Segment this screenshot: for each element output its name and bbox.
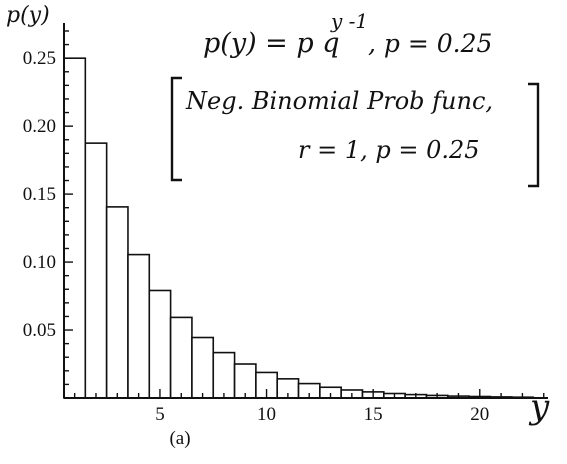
bracket-line-2: r = 1, p = 0.25 bbox=[298, 136, 480, 164]
bar-y-7 bbox=[191, 336, 215, 399]
x-tick-label: 5 bbox=[155, 404, 165, 425]
formula-exponent: y -1 bbox=[330, 9, 368, 33]
y-axis-label: p(y) bbox=[6, 3, 50, 28]
right-bracket bbox=[528, 82, 540, 188]
bar-y-5 bbox=[148, 289, 172, 399]
left-bracket bbox=[170, 76, 182, 182]
y-tick-label: 0.25 bbox=[23, 48, 56, 69]
bar-y-8 bbox=[212, 351, 236, 399]
formula-annotation: p(y) = p q y -1 , p = 0.25 bbox=[203, 9, 492, 59]
y-tick-label: 0.05 bbox=[23, 320, 56, 341]
bar-y-3 bbox=[105, 206, 129, 399]
bar-y-6 bbox=[169, 316, 193, 399]
bracket-annotation: Neg. Binomial Prob func, r = 1, p = 0.25 bbox=[170, 76, 540, 188]
x-tick-label: 10 bbox=[257, 404, 276, 425]
bar-y-1 bbox=[63, 57, 87, 399]
bar-y-9 bbox=[233, 363, 257, 399]
y-tick-label: 0.15 bbox=[23, 184, 56, 205]
y-tick-label: 0.20 bbox=[23, 116, 56, 137]
x-tick-label: 15 bbox=[364, 404, 383, 425]
bar-y-4 bbox=[127, 253, 151, 399]
formula-lhs: p(y) = p q bbox=[203, 28, 340, 59]
x-tick-label: 20 bbox=[470, 404, 489, 425]
ticks-group: 5 10 15 20 0.05 0.10 0.15 0.20 0.25 bbox=[23, 30, 545, 425]
bracket-line-1: Neg. Binomial Prob func, bbox=[185, 87, 493, 115]
chart-caption: (a) bbox=[169, 428, 190, 449]
y-tick-label: 0.10 bbox=[23, 252, 56, 273]
formula-rhs: , p = 0.25 bbox=[368, 29, 492, 58]
x-axis-label: y bbox=[528, 387, 550, 427]
bar-y-2 bbox=[84, 142, 108, 399]
